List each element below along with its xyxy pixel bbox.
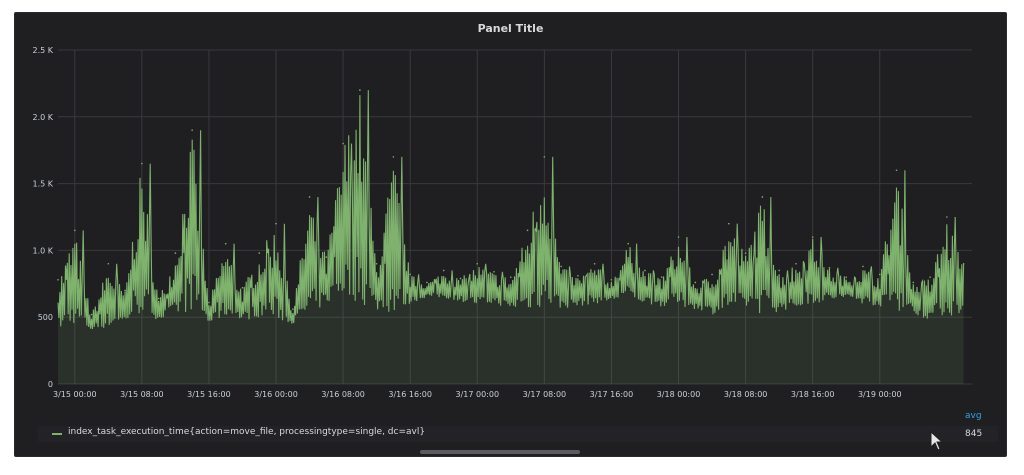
x-axis-ticks: 3/15 00:00 3/15 08:00 3/15 16:00 3/16 00:00… <box>53 390 902 399</box>
series-point[interactable] <box>694 281 697 284</box>
series-point[interactable] <box>946 216 948 218</box>
graph-panel: Panel Title 0 500 1.0 K 1.5 K 2.0 K 2.5 K 3/1… <box>14 12 1007 457</box>
x-tick-label: 3/15 00:00 <box>53 390 97 399</box>
series-point[interactable] <box>744 252 747 254</box>
grid-lines <box>58 49 972 385</box>
panel-title[interactable]: Panel Title <box>477 22 544 35</box>
x-tick-label: 3/18 08:00 <box>724 390 768 399</box>
x-tick-label: 3/16 00:00 <box>254 390 298 399</box>
y-tick-label: 2.5 K <box>32 46 53 55</box>
legend-series-label[interactable]: index_task_execution_time{action=move_fi… <box>68 427 426 437</box>
series-point[interactable] <box>426 281 428 284</box>
series-point[interactable] <box>526 229 529 232</box>
series-area <box>58 90 964 384</box>
y-tick-label: 1.5 K <box>32 180 53 189</box>
series-point[interactable] <box>174 252 177 254</box>
series-point[interactable] <box>359 89 361 91</box>
series-point[interactable] <box>627 242 630 245</box>
series-area-fill <box>58 90 964 384</box>
y-axis-ticks: 0 500 1.0 K 1.5 K 2.0 K 2.5 K <box>32 46 53 389</box>
x-tick-label: 3/15 16:00 <box>187 390 231 399</box>
series-point[interactable] <box>73 229 76 232</box>
legend-series-row[interactable]: index_task_execution_time{action=move_fi… <box>38 426 998 442</box>
series-point[interactable] <box>409 273 411 276</box>
series-point[interactable] <box>543 156 546 158</box>
series-line-path[interactable] <box>57 90 965 330</box>
series-point[interactable] <box>929 276 931 278</box>
series-point[interactable] <box>795 262 797 265</box>
x-tick-label: 3/16 16:00 <box>388 390 432 399</box>
series-point[interactable] <box>962 262 965 265</box>
series-point[interactable] <box>510 276 512 278</box>
series-point[interactable] <box>878 273 881 276</box>
series-point[interactable] <box>778 269 780 272</box>
x-tick-label: 3/17 00:00 <box>455 390 499 399</box>
x-tick-label: 3/19 00:00 <box>858 390 902 399</box>
x-tick-label: 3/17 08:00 <box>523 390 567 399</box>
series-point[interactable] <box>593 262 596 265</box>
series-point[interactable] <box>258 252 261 254</box>
y-tick-label: 0 <box>48 380 53 389</box>
series-point[interactable] <box>862 265 864 268</box>
y-tick-label: 1.0 K <box>32 246 53 255</box>
series-point[interactable] <box>90 313 93 316</box>
series-point[interactable] <box>610 278 613 281</box>
series-point[interactable] <box>644 269 646 272</box>
series-point[interactable] <box>895 169 898 172</box>
series-point[interactable] <box>124 289 126 292</box>
series-point[interactable] <box>157 297 160 300</box>
series-point[interactable] <box>761 196 764 198</box>
series-point[interactable] <box>677 236 680 238</box>
x-tick-label: 3/16 08:00 <box>321 390 365 399</box>
series-point[interactable] <box>560 265 562 268</box>
series-point[interactable] <box>208 301 210 304</box>
x-tick-label: 3/15 08:00 <box>120 390 164 399</box>
series-point[interactable] <box>291 308 294 310</box>
legend-avg-header[interactable]: avg <box>965 411 982 421</box>
x-tick-label: 3/18 00:00 <box>657 390 701 399</box>
series-point[interactable] <box>660 276 663 278</box>
series-point[interactable] <box>392 156 395 158</box>
series-point[interactable] <box>811 236 814 238</box>
series-point[interactable] <box>342 142 344 145</box>
series-point[interactable] <box>308 196 311 198</box>
y-tick-label: 2.0 K <box>32 113 53 122</box>
series-point[interactable] <box>375 262 378 265</box>
panel-resize-handle[interactable] <box>420 450 580 454</box>
series-point[interactable] <box>141 162 143 165</box>
series-point[interactable] <box>191 129 193 131</box>
series-point[interactable] <box>325 256 328 258</box>
x-tick-label: 3/18 16:00 <box>791 390 835 399</box>
y-tick-label: 500 <box>38 313 53 322</box>
mouse-pointer-icon <box>930 431 944 451</box>
series-line[interactable] <box>57 89 965 330</box>
series-point[interactable] <box>107 262 110 265</box>
series-point[interactable] <box>275 222 277 225</box>
series-point[interactable] <box>845 276 848 278</box>
series-point[interactable] <box>476 262 479 265</box>
legend-series-swatch[interactable] <box>52 433 62 435</box>
series-point[interactable] <box>912 281 915 284</box>
series-point[interactable] <box>241 287 244 289</box>
series-point[interactable] <box>224 242 227 245</box>
series-point[interactable] <box>828 266 831 269</box>
series-point[interactable] <box>459 277 462 280</box>
legend-avg-value: 845 <box>965 429 983 439</box>
series-point[interactable] <box>577 274 579 277</box>
series-point[interactable] <box>711 273 713 276</box>
series-point[interactable] <box>57 278 59 281</box>
series-point[interactable] <box>728 222 730 225</box>
series-point[interactable] <box>493 270 495 273</box>
x-tick-label: 3/17 16:00 <box>590 390 634 399</box>
series-point[interactable] <box>442 269 445 272</box>
